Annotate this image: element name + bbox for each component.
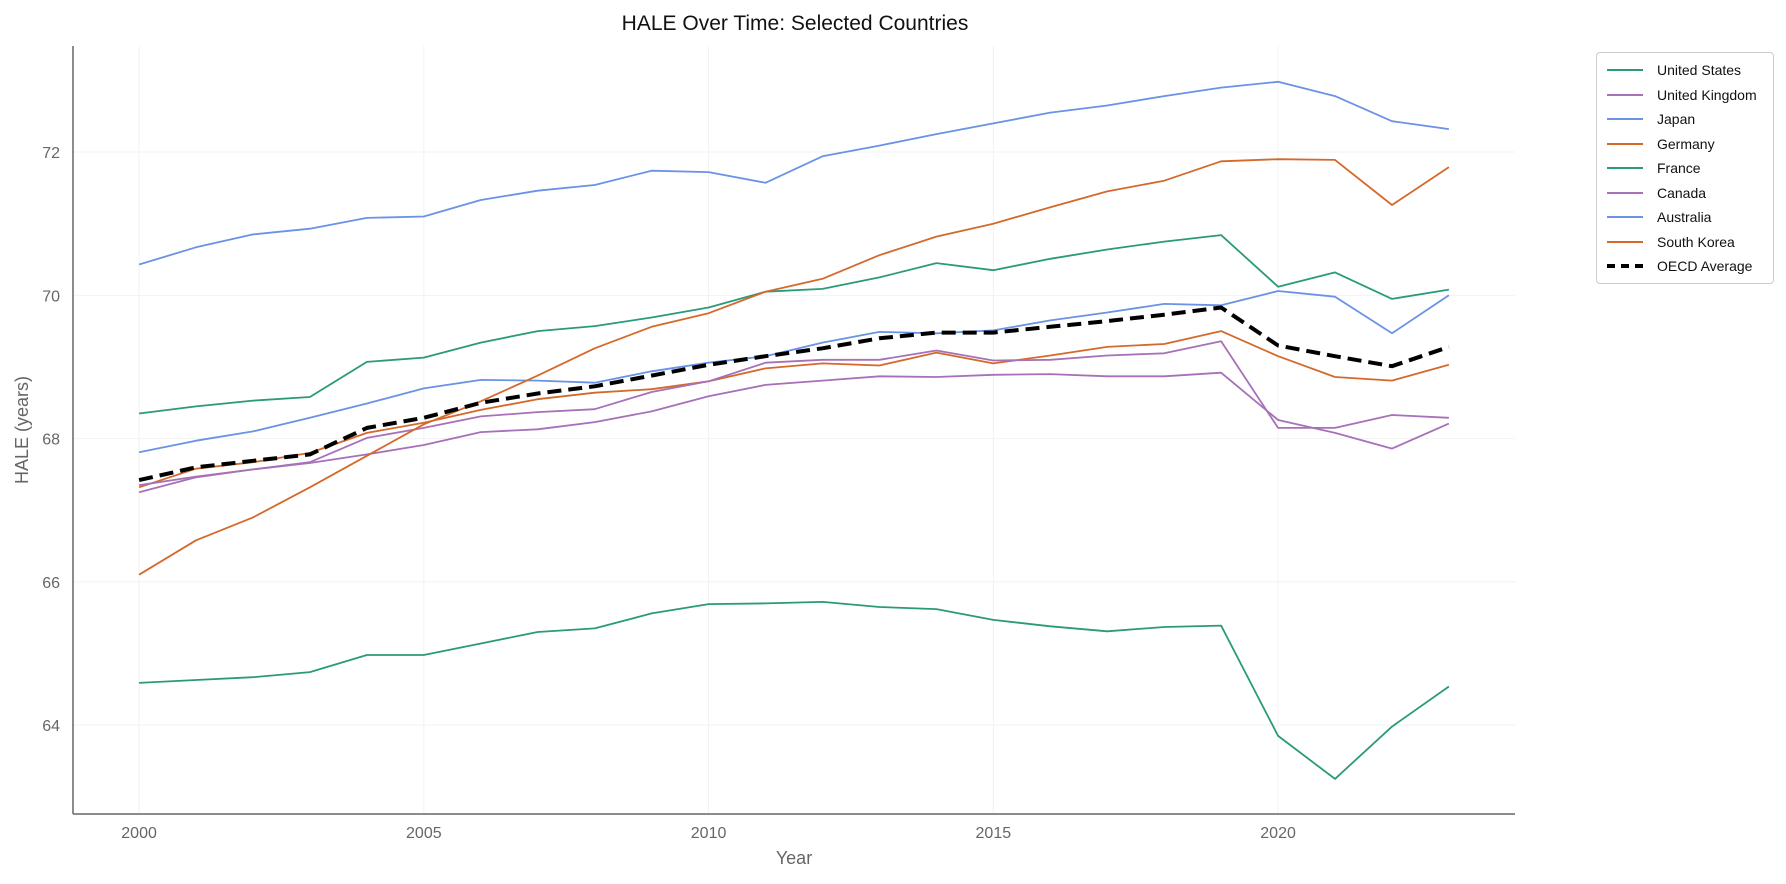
series-line-south-korea (138, 158, 1450, 576)
legend-item-united-kingdom: United Kingdom (1597, 83, 1773, 108)
legend-label: Japan (1657, 111, 1696, 128)
legend-swatch (1607, 240, 1643, 243)
legend-item-united-states: United States (1597, 58, 1773, 83)
x-tick-label: 2005 (406, 825, 442, 842)
legend-label: France (1657, 160, 1701, 177)
legend: United States United Kingdom Japan Germany F… (1596, 52, 1774, 284)
x-tick-labels: 2000 2005 2010 2015 2020 (121, 825, 1296, 842)
legend-swatch (1607, 118, 1643, 121)
legend-swatch (1607, 191, 1643, 194)
legend-item-canada: Canada (1597, 181, 1773, 206)
gridlines (73, 46, 1515, 814)
x-tick-label: 2020 (1260, 825, 1296, 842)
legend-swatch (1607, 264, 1643, 269)
legend-swatch (1607, 69, 1643, 72)
y-axis-title: HALE (years) (12, 376, 32, 484)
legend-item-south-korea: South Korea (1597, 230, 1773, 255)
y-tick-label: 70 (42, 288, 60, 305)
series-line-united-states (139, 601, 1450, 780)
legend-swatch (1607, 216, 1643, 219)
y-tick-labels: 64 66 68 70 72 (42, 145, 60, 735)
legend-item-oecd-average: OECD Average (1597, 254, 1773, 279)
legend-label: South Korea (1657, 233, 1735, 250)
legend-label: United Kingdom (1657, 86, 1757, 103)
legend-swatch (1607, 167, 1643, 170)
chart-title: HALE Over Time: Selected Countries (622, 12, 969, 35)
series-lines (138, 80, 1450, 780)
y-tick-label: 68 (42, 432, 60, 449)
series-line-united-kingdom (138, 371, 1450, 494)
legend-label: United States (1657, 62, 1742, 79)
legend-swatch (1607, 142, 1643, 145)
legend-item-australia: Australia (1597, 205, 1773, 230)
y-tick-label: 64 (42, 718, 60, 735)
series-line-france (138, 234, 1450, 415)
legend-label: OECD Average (1657, 258, 1753, 275)
legend-label: Australia (1657, 209, 1712, 226)
x-tick-label: 2010 (691, 825, 727, 842)
y-tick-label: 66 (42, 575, 60, 592)
x-tick-label: 2015 (976, 825, 1012, 842)
x-tick-label: 2000 (121, 825, 157, 842)
series-line-australia (138, 290, 1450, 454)
series-line-oecd-average (138, 305, 1450, 483)
legend-swatch (1607, 93, 1643, 96)
y-tick-label: 72 (42, 145, 60, 162)
series-line-germany (138, 330, 1450, 489)
legend-item-france: France (1597, 156, 1773, 181)
x-axis-title: Year (776, 848, 812, 868)
legend-item-germany: Germany (1597, 132, 1773, 157)
legend-item-japan: Japan (1597, 107, 1773, 132)
series-line-canada (138, 340, 1449, 487)
series-line-japan (138, 80, 1450, 266)
legend-label: Canada (1657, 184, 1707, 201)
legend-label: Germany (1657, 135, 1715, 152)
